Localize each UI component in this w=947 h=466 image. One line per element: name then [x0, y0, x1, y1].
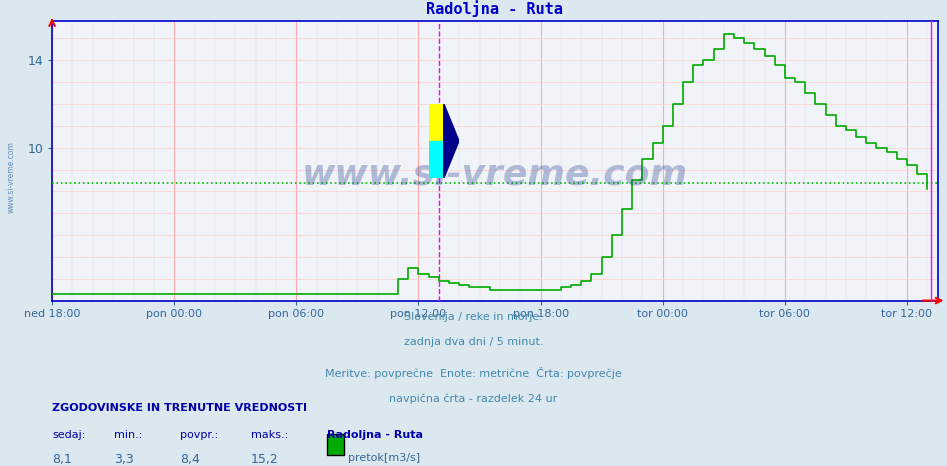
Title: Radoljna - Ruta: Radoljna - Ruta: [426, 0, 563, 17]
Text: zadnja dva dni / 5 minut.: zadnja dva dni / 5 minut.: [403, 337, 544, 347]
Text: 3,3: 3,3: [114, 453, 134, 466]
Text: povpr.:: povpr.:: [180, 430, 218, 439]
Text: 8,4: 8,4: [180, 453, 200, 466]
Polygon shape: [444, 104, 459, 178]
Bar: [429, 104, 444, 141]
Text: min.:: min.:: [114, 430, 142, 439]
Text: www.si-vreme.com: www.si-vreme.com: [7, 141, 16, 213]
Text: ZGODOVINSKE IN TRENUTNE VREDNOSTI: ZGODOVINSKE IN TRENUTNE VREDNOSTI: [52, 403, 307, 413]
Text: navpična črta - razdelek 24 ur: navpična črta - razdelek 24 ur: [389, 393, 558, 404]
Text: Radoljna - Ruta: Radoljna - Ruta: [327, 430, 422, 439]
Text: sedaj:: sedaj:: [52, 430, 85, 439]
Text: maks.:: maks.:: [251, 430, 288, 439]
Text: Slovenija / reke in morje.: Slovenija / reke in morje.: [404, 312, 543, 322]
Text: 15,2: 15,2: [251, 453, 278, 466]
Bar: [429, 141, 444, 178]
Text: pretok[m3/s]: pretok[m3/s]: [348, 453, 420, 463]
Text: Meritve: povprečne  Enote: metrične  Črta: povprečje: Meritve: povprečne Enote: metrične Črta:…: [325, 367, 622, 379]
Text: www.si-vreme.com: www.si-vreme.com: [302, 158, 688, 192]
Text: 8,1: 8,1: [52, 453, 72, 466]
